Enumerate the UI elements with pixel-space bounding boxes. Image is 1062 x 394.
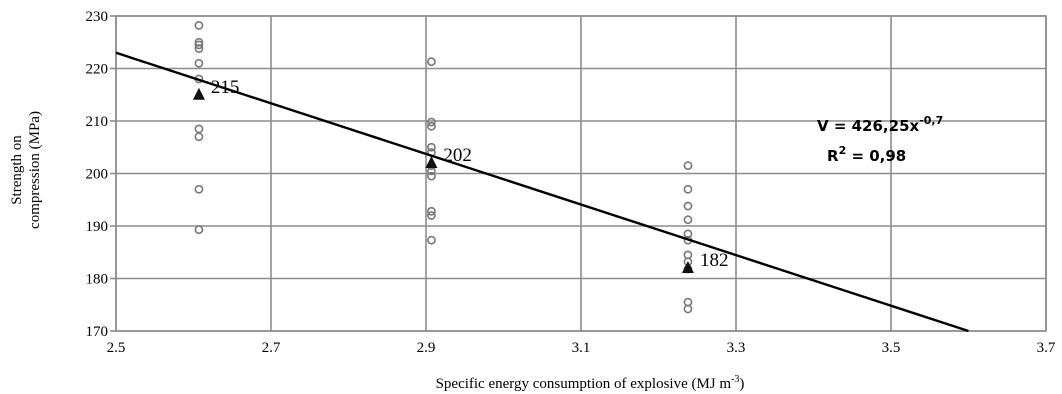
x-tick-labels: 2.5 2.7 2.9 3.1 3.3 3.5 3.7 [107,340,1056,356]
data-point [427,57,436,67]
y-tick-label-0: 170 [86,324,109,340]
mean-marker-1 [425,156,438,168]
x-tick-label-0: 2.5 [107,340,126,356]
data-point [683,215,693,225]
mean-label-0: 215 [211,77,240,98]
data-point [194,58,204,68]
data-point [194,37,204,47]
x-axis-title-main: Specific energy consumption of explosive… [436,376,732,392]
plot-frame [115,15,1047,332]
y-tick-label-5: 220 [86,62,109,78]
y-tick-labels: 170 180 190 200 210 220 230 [86,9,109,340]
data-point [683,304,693,314]
trend-equation-main: V = 426,25x [817,117,920,135]
data-point [194,21,204,30]
y-tick-label-3: 200 [86,167,109,183]
grid-layer [110,15,1047,332]
data-point [427,235,436,245]
data-point [194,44,204,53]
y-axis-title: Strength on compression (MPa) [9,111,43,229]
x-axis-title-suffix: ) [739,376,744,392]
trend-equation: V = 426,25x-0,7 [817,114,943,135]
x-tick-label-6: 3.7 [1037,340,1056,356]
y-tick-label-6: 230 [86,9,109,25]
data-points [194,21,693,314]
y-tick-label-4: 210 [86,114,109,130]
r-squared-prefix: R [827,147,839,165]
data-point [194,225,204,235]
data-point [427,121,436,131]
y-tick-label-1: 180 [86,272,109,288]
data-point [427,206,436,216]
x-tick-label-1: 2.7 [262,340,281,356]
mean-label-2: 182 [700,250,729,271]
data-point [427,211,436,220]
data-point [194,124,204,134]
mean-marker-2 [681,261,694,273]
data-point [194,40,204,50]
x-axis-title: Specific energy consumption of explosive… [436,374,745,392]
x-tick-label-2: 2.9 [417,340,436,356]
r-squared-superscript: 2 [839,144,847,157]
data-point [427,117,436,127]
r-squared: R2 = 0,98 [827,144,906,165]
trend-equation-exponent: -0,7 [919,114,943,127]
data-point [427,142,436,152]
data-point [427,171,436,181]
x-tick-label-4: 3.3 [727,340,746,356]
data-point [194,184,204,194]
x-axis-title-superscript: -3 [731,374,739,385]
data-point [683,229,693,239]
data-point [683,184,693,194]
y-tick-label-2: 190 [86,219,109,235]
data-point [683,161,693,171]
x-tick-label-3: 3.1 [572,340,591,356]
r-squared-value: = 0,98 [846,147,906,165]
y-axis-title-line-1: Strength on [9,135,25,205]
mean-marker-0 [192,87,205,100]
x-tick-label-5: 3.5 [882,340,901,356]
data-point [194,132,204,142]
trend-line [115,51,969,333]
mean-markers: 215 202 182 [192,77,729,273]
y-axis-title-line-2: compression (MPa) [27,111,43,229]
mean-label-1: 202 [443,145,472,166]
data-point [683,201,693,211]
